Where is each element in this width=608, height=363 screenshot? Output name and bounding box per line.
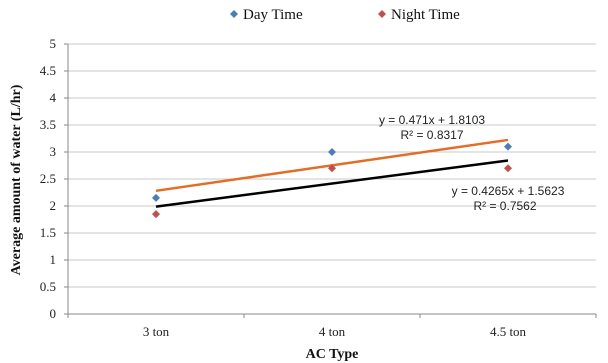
y-tick-label: 1.5 (40, 225, 56, 240)
data-point-night (152, 210, 160, 219)
y-tick-label: 2 (50, 198, 57, 213)
data-point-day (152, 193, 160, 202)
legend: Day Time Night Time (230, 7, 460, 23)
y-tick-label: 0 (50, 306, 57, 321)
data-point-night (328, 164, 336, 173)
x-tick-labels: 3 ton 4 ton 4.5 ton (143, 324, 527, 339)
y-axis-title: Average amount of water (L/hr) (9, 84, 24, 275)
trendline-r2: R² = 0.8317 (400, 128, 463, 142)
y-tick-labels: 0 0.5 1 1.5 2 2.5 3 3.5 4 4.5 5 (40, 36, 57, 321)
y-tick-label: 0.5 (40, 279, 56, 294)
trendline-equation: y = 0.4265x + 1.5623 (452, 184, 565, 198)
y-tick-label: 1 (50, 252, 57, 267)
y-tick-label: 4 (50, 90, 57, 105)
y-tick-label: 2.5 (40, 171, 56, 186)
data-point-day (504, 142, 512, 151)
x-tick-label: 4 ton (319, 324, 346, 339)
x-tick-label: 4.5 ton (490, 324, 527, 339)
data-point-night (504, 164, 512, 173)
y-tick-label: 5 (50, 36, 57, 51)
trendline-r2: R² = 0.7562 (473, 199, 536, 213)
axes (64, 43, 597, 318)
y-tick-label: 4.5 (40, 63, 56, 78)
data-points (152, 142, 512, 219)
data-point-day (328, 148, 336, 156)
trendline-2 (155, 159, 509, 208)
x-tick-label: 3 ton (143, 324, 170, 339)
legend-label: Night Time (391, 7, 460, 23)
x-axis-title: AC Type (306, 347, 359, 362)
y-tick-label: 3 (50, 144, 57, 159)
legend-marker (378, 10, 386, 18)
legend-marker (230, 10, 238, 18)
trendline-equation: y = 0.471x + 1.8103 (379, 113, 485, 127)
y-tick-label: 3.5 (40, 117, 56, 132)
legend-label: Day Time (243, 7, 303, 23)
